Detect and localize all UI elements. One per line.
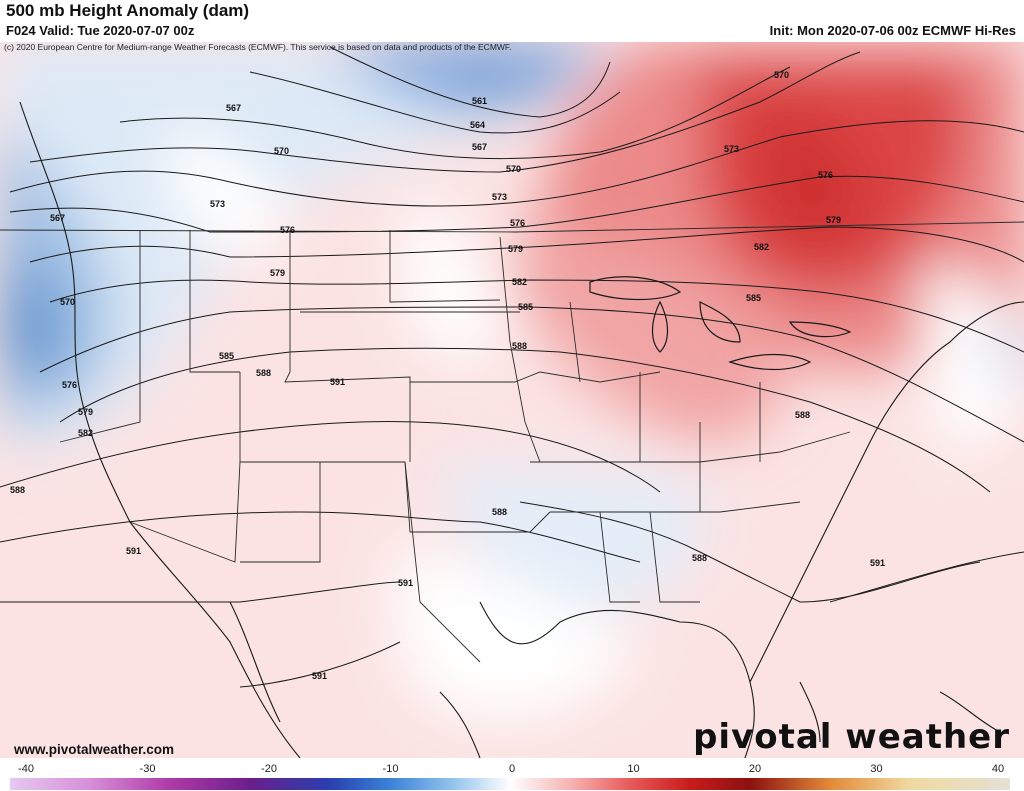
contour-label: 579 <box>826 215 841 225</box>
contour-label: 591 <box>126 546 141 556</box>
colorbar-tick-label: -20 <box>261 763 277 775</box>
colorbar-tick-label: -40 <box>18 763 34 775</box>
contour-label: 570 <box>60 297 75 307</box>
contour-label: 588 <box>10 485 25 495</box>
contour-label: 579 <box>270 268 285 278</box>
colorbar-tick-label: 40 <box>991 763 1005 775</box>
contour-label: 582 <box>78 428 93 438</box>
contour-label: 564 <box>470 120 485 130</box>
contour-label: 567 <box>472 142 487 152</box>
contour-label: 567 <box>226 103 241 113</box>
contour-label: 585 <box>746 293 761 303</box>
state-borders <box>0 221 1024 663</box>
contour-label: 567 <box>50 213 65 223</box>
coastlines <box>19 101 1024 758</box>
contour-label: 591 <box>870 558 885 568</box>
map-title: 500 mb Height Anomaly (dam) <box>6 1 250 20</box>
contour-labels: 561 564 567 567 567 570 570 570 570 573 … <box>10 70 885 681</box>
header: 500 mb Height Anomaly (dam) F024 Valid: … <box>0 0 1024 42</box>
contour-label: 573 <box>724 144 739 154</box>
contour-label: 576 <box>280 225 295 235</box>
colorbar-tick-label: -10 <box>382 763 399 775</box>
anomaly-map: 561 564 567 567 567 570 570 570 570 573 … <box>0 42 1024 758</box>
colorbar <box>10 778 1010 790</box>
contour-label: 582 <box>512 277 527 287</box>
contour-label: 588 <box>795 410 810 420</box>
colorbar-gradient <box>10 778 1010 790</box>
init-time: Init: Mon 2020-07-06 00z ECMWF Hi-Res <box>769 23 1016 38</box>
valid-time: F024 Valid: Tue 2020-07-07 00z <box>6 23 195 38</box>
colorbar-tick-label: 0 <box>508 763 516 775</box>
great-lakes <box>589 276 852 371</box>
contour-label: 561 <box>472 96 487 106</box>
contour-label: 576 <box>510 218 525 228</box>
contour-label: 588 <box>256 368 271 378</box>
contour-label: 591 <box>398 578 413 588</box>
colorbar-tick-label: 20 <box>748 763 762 775</box>
contour-label: 588 <box>692 553 707 563</box>
contour-label: 573 <box>210 199 225 209</box>
contour-label: 585 <box>219 351 234 361</box>
contour-label: 582 <box>754 242 769 252</box>
contour-label: 588 <box>492 507 507 517</box>
colorbar-tick-label: 30 <box>870 763 883 775</box>
height-contours <box>0 46 1024 688</box>
contour-label: 576 <box>818 170 833 180</box>
contour-label: 576 <box>62 380 77 390</box>
colorbar-tick-label: -30 <box>139 763 156 775</box>
colorbar-tick-label: 10 <box>627 763 640 775</box>
contour-label: 579 <box>508 244 523 254</box>
website-url: www.pivotalweather.com <box>14 742 175 757</box>
copyright-notice: (c) 2020 European Centre for Medium-rang… <box>4 42 512 52</box>
contour-label: 570 <box>274 146 289 156</box>
contour-label: 573 <box>492 192 507 202</box>
contour-label: 570 <box>774 70 789 80</box>
contour-label: 570 <box>506 164 521 174</box>
contour-label: 591 <box>312 671 327 681</box>
contour-label: 585 <box>518 302 533 312</box>
brand-logo: pivotal weather <box>693 717 1010 757</box>
contour-label: 579 <box>78 407 93 417</box>
contour-label: 591 <box>330 377 345 387</box>
contour-label: 588 <box>512 341 527 351</box>
anomaly-shading <box>0 42 1024 720</box>
